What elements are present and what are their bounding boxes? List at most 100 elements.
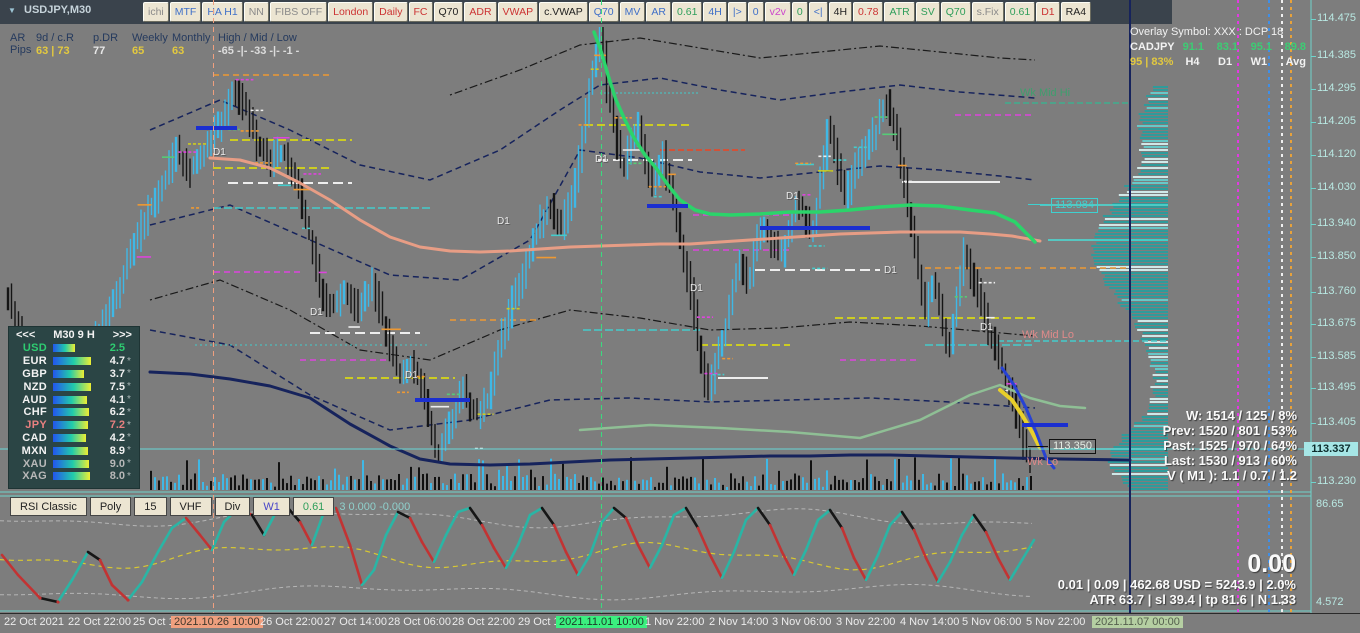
toolbar-button-0-61[interactable]: 0.61 bbox=[1004, 2, 1036, 22]
toolbar-button-adr[interactable]: ADR bbox=[464, 2, 497, 22]
session-marker-line bbox=[213, 0, 214, 613]
session-marker-line bbox=[1290, 0, 1292, 613]
overlay-col-d1: D1 bbox=[1218, 56, 1233, 68]
toolbar-button-vwap[interactable]: VWAP bbox=[497, 2, 539, 22]
toolbar-button-q70[interactable]: Q70 bbox=[940, 2, 971, 22]
volume-profile bbox=[1040, 86, 1168, 490]
strength-row-aud: AUD 4.1 * bbox=[22, 393, 131, 406]
toolbar-button-0-78[interactable]: 0.78 bbox=[853, 2, 884, 22]
price-tick-label: 113.850 bbox=[1317, 250, 1356, 262]
strength-bar bbox=[53, 433, 86, 442]
toolbar-button-s-fix[interactable]: s.Fix bbox=[971, 2, 1004, 22]
strength-bar bbox=[53, 408, 89, 417]
price-tick-label: 113.230 bbox=[1317, 475, 1356, 487]
toolbar-button-d1[interactable]: D1 bbox=[1036, 2, 1060, 22]
toolbar-button-london[interactable]: London bbox=[328, 2, 374, 22]
rsi-button-0-61[interactable]: 0.61 bbox=[292, 497, 335, 516]
strength-bar bbox=[53, 421, 88, 430]
toolbar-button-v2v[interactable]: v2v bbox=[764, 2, 791, 22]
toolbar-button--[interactable]: <| bbox=[808, 2, 828, 22]
rsi-button-vhf[interactable]: VHF bbox=[169, 497, 212, 516]
strength-prev-button[interactable]: <<< bbox=[16, 329, 36, 341]
toolbar-button-0-61[interactable]: 0.61 bbox=[671, 2, 703, 22]
time-label: 4 Nov 14:00 bbox=[900, 616, 960, 628]
toolbar-button-0[interactable]: 0 bbox=[791, 2, 808, 22]
strength-row-usd: USD 2.5 bbox=[22, 342, 125, 355]
toolbar-button-mv[interactable]: MV bbox=[619, 2, 646, 22]
price-tick-label: 113.940 bbox=[1317, 217, 1356, 229]
position-size-value: 0.00 bbox=[1247, 550, 1296, 578]
session-marker-line bbox=[1268, 0, 1270, 613]
toolbar-button--[interactable]: |> bbox=[727, 2, 747, 22]
time-label: 26 Oct 22:00 bbox=[260, 616, 323, 628]
rsi-button-15[interactable]: 15 bbox=[134, 497, 167, 516]
overlay-symbol-line: Overlay Symbol: XXX : DCP 18 bbox=[1130, 26, 1284, 38]
strength-bar bbox=[53, 382, 91, 391]
green-ma-price-tag: 113.984 bbox=[1051, 198, 1098, 213]
time-label: 25 Oct 14 bbox=[133, 616, 181, 628]
toolbar-button-ar[interactable]: AR bbox=[646, 2, 671, 22]
price-tick-label: 114.295 bbox=[1317, 82, 1356, 94]
stats-prev: Prev: 1520 / 801 / 53% bbox=[1162, 423, 1297, 438]
green-ma-tag-dash bbox=[1028, 204, 1048, 205]
toolbar-button-daily[interactable]: Daily bbox=[374, 2, 408, 22]
price-tick-label: 114.385 bbox=[1317, 49, 1356, 61]
toolbar-button-q70[interactable]: Q70 bbox=[588, 2, 619, 22]
dropdown-caret-icon[interactable]: ▼ bbox=[8, 6, 16, 15]
price-tick-label: 114.120 bbox=[1317, 148, 1356, 160]
time-label: 5 Nov 22:00 bbox=[1026, 616, 1086, 628]
level-price-tag: 113.350 bbox=[1049, 439, 1096, 454]
risk-line: 0.01 | 0.09 | 462.68 USD = 5243.9 | 2.0% bbox=[1057, 577, 1296, 592]
rsi-toolbar: RSI Classic Poly 15 VHF Div W1 0.61 3 0.000 -0.… bbox=[10, 497, 410, 516]
price-tick-label: 113.760 bbox=[1317, 285, 1356, 297]
daily-pivot-label: D1 bbox=[213, 147, 226, 158]
toolbar-button-ichi[interactable]: ichi bbox=[143, 2, 169, 22]
info-col: Weekly 65 bbox=[132, 32, 168, 57]
strength-row-xag: XAG 8.0 * bbox=[22, 470, 131, 483]
toolbar-button-atr[interactable]: ATR bbox=[884, 2, 915, 22]
toolbar-button-mtf[interactable]: MTF bbox=[169, 2, 202, 22]
toolbar-button-ra4[interactable]: RA4 bbox=[1060, 2, 1092, 22]
toolbar-button-4h[interactable]: 4H bbox=[703, 2, 727, 22]
overlay-col-w1: W1 bbox=[1250, 56, 1268, 68]
strength-bar bbox=[53, 369, 84, 378]
toolbar-button-4h[interactable]: 4H bbox=[828, 2, 853, 22]
rsi-button-rsi-classic[interactable]: RSI Classic bbox=[10, 497, 87, 516]
level-tag-dash bbox=[1028, 446, 1048, 447]
rsi-button-poly[interactable]: Poly bbox=[89, 497, 132, 516]
strength-bar bbox=[53, 344, 75, 353]
info-col: Monthly 63 bbox=[172, 32, 211, 57]
strength-row-mxn: MXN 8.9 * bbox=[21, 444, 131, 457]
weekly-mid-low-label: Wk Mid Lo bbox=[1022, 329, 1074, 341]
strength-bar bbox=[53, 446, 88, 455]
overlay-value: 83.1 bbox=[1216, 41, 1239, 53]
session-marker-line bbox=[1237, 0, 1239, 613]
time-label: 27 Oct 14:00 bbox=[324, 616, 387, 628]
toolbar-button-q70[interactable]: Q70 bbox=[433, 2, 464, 22]
time-axis[interactable]: 22 Oct 2021 22 Oct 22:00 25 Oct 14 2021.10.… bbox=[0, 614, 1360, 633]
time-label: 29 Oct 14 bbox=[518, 616, 566, 628]
rsi-indicator bbox=[0, 506, 1036, 604]
stats-volatility: V ( M1 ): 1.1 / 0.7 / 1.2 bbox=[1166, 468, 1297, 483]
toolbar-button-nn[interactable]: NN bbox=[243, 2, 269, 22]
rsi-button-div[interactable]: Div bbox=[214, 497, 251, 516]
toolbar-button-c-vwap[interactable]: c.VWAP bbox=[539, 2, 588, 22]
trade-info-panel: 0.00 0.01 | 0.09 | 462.68 USD = 5243.9 |… bbox=[1058, 551, 1296, 607]
time-label: 3 Nov 22:00 bbox=[836, 616, 896, 628]
toolbar-button-fibs-off[interactable]: FIBS OFF bbox=[269, 2, 328, 22]
time-label: 2 Nov 14:00 bbox=[709, 616, 769, 628]
toolbar-button-0[interactable]: 0 bbox=[747, 2, 764, 22]
price-tick-label: 114.030 bbox=[1317, 181, 1356, 193]
daily-pivot-label: D1 bbox=[884, 265, 897, 276]
toolbar-button-ha-h1[interactable]: HA H1 bbox=[202, 2, 243, 22]
indicator-toolbar: ichi MTF HA H1 NN FIBS OFF London Daily FC Q70 AD… bbox=[143, 2, 1092, 22]
time-label: 28 Oct 22:00 bbox=[452, 616, 515, 628]
toolbar-button-sv[interactable]: SV bbox=[915, 2, 940, 22]
toolbar-button-fc[interactable]: FC bbox=[408, 2, 433, 22]
strength-next-button[interactable]: >>> bbox=[112, 329, 132, 341]
info-label: AR bbox=[10, 32, 26, 44]
daily-pivot-label: D1 bbox=[595, 154, 608, 165]
rsi-button-w1[interactable]: W1 bbox=[253, 497, 290, 516]
